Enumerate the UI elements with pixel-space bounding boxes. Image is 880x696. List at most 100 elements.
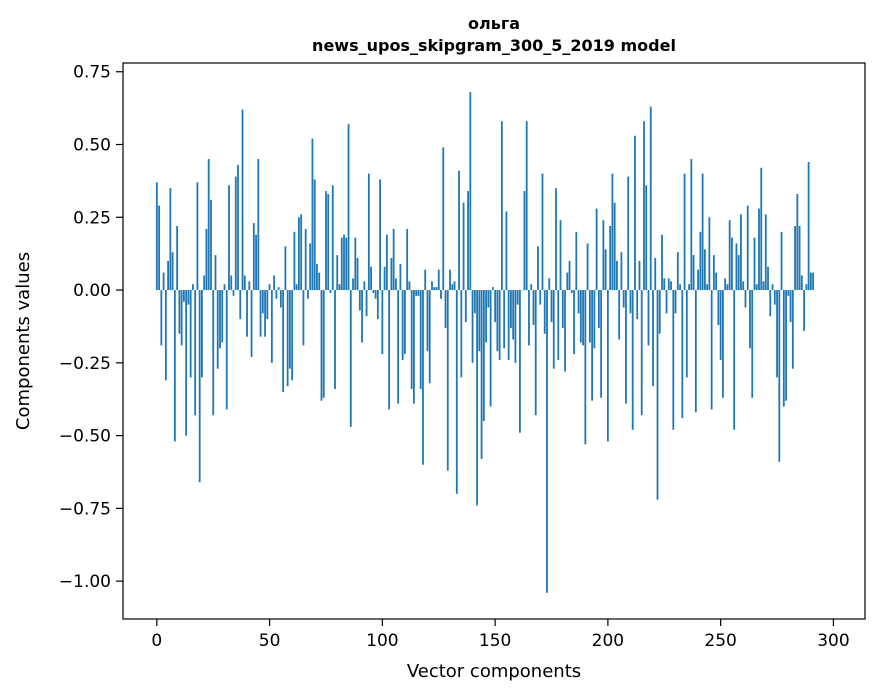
bar-158: [512, 290, 515, 340]
bar-167: [532, 290, 535, 325]
bar-10: [178, 290, 181, 334]
y-tick-label-7: 0.75: [73, 63, 111, 83]
bar-284: [796, 193, 799, 291]
bar-275: [776, 290, 778, 378]
bar-117: [419, 290, 422, 390]
bar-130: [449, 269, 451, 291]
bar-75: [325, 191, 327, 291]
bar-215: [640, 290, 643, 416]
bar-8: [173, 290, 176, 442]
bar-140: [471, 290, 474, 363]
bar-108: [399, 263, 402, 291]
y-tick-label-6: 0.50: [73, 136, 111, 156]
bar-278: [782, 290, 785, 407]
bar-226: [665, 290, 668, 314]
bar-191: [586, 243, 589, 291]
bar-232: [679, 284, 681, 291]
bar-62: [295, 284, 298, 291]
bar-31: [225, 290, 228, 410]
bar-149: [491, 287, 494, 291]
bar-4: [164, 290, 167, 381]
bar-193: [591, 290, 593, 401]
y-axis-title: Components values: [13, 252, 34, 430]
bar-174: [548, 278, 551, 291]
bar-55: [279, 290, 282, 308]
bar-144: [480, 290, 483, 459]
bar-82: [340, 237, 343, 291]
bar-136: [462, 202, 465, 291]
bar-223: [658, 290, 661, 334]
bar-194: [593, 290, 596, 349]
bar-35: [234, 176, 237, 291]
bar-119: [424, 269, 427, 291]
bar-27: [216, 290, 219, 369]
bar-106: [394, 278, 397, 291]
bar-59: [288, 290, 291, 369]
bar-73: [320, 290, 323, 401]
bar-287: [803, 290, 805, 331]
bar-57: [284, 246, 287, 291]
bar-126: [440, 290, 442, 299]
bar-166: [530, 284, 533, 291]
bar-283: [794, 226, 796, 291]
bar-124: [435, 287, 438, 291]
bar-273: [771, 284, 774, 291]
bar-103: [388, 290, 391, 410]
bar-148: [489, 290, 492, 407]
y-tick-label-4: 0.00: [73, 281, 111, 301]
bar-56: [282, 290, 285, 392]
bar-125: [437, 269, 440, 291]
bar-181: [564, 290, 566, 372]
bar-212: [634, 135, 636, 291]
bar-65: [302, 290, 305, 346]
y-axis-ticks: −1.00 −0.75 −0.50 −0.25 0.00 0.25 0.50 0.75: [59, 63, 123, 592]
bar-177: [555, 188, 557, 291]
bar-96: [372, 290, 375, 293]
bar-17: [194, 290, 197, 416]
bar-104: [390, 258, 393, 291]
bar-137: [464, 290, 467, 323]
bar-99: [379, 179, 381, 291]
bar-83: [343, 234, 345, 291]
bar-153: [500, 121, 503, 291]
bar-18: [196, 182, 199, 291]
bar-88: [354, 237, 357, 291]
bar-132: [453, 281, 456, 291]
bar-259: [740, 214, 742, 291]
bar-114: [413, 290, 415, 404]
bar-274: [773, 290, 776, 305]
bar-228: [670, 281, 672, 291]
bar-30: [223, 284, 226, 291]
bar-208: [625, 290, 627, 404]
bar-171: [541, 173, 544, 291]
bar-92: [363, 281, 366, 291]
bar-118: [422, 290, 424, 465]
bar-184: [570, 290, 573, 293]
bar-90: [358, 290, 361, 311]
bar-141: [473, 290, 476, 314]
bar-84: [345, 237, 348, 291]
bar-175: [550, 290, 553, 323]
bar-236: [688, 284, 690, 291]
bar-134: [458, 170, 460, 291]
bar-11: [180, 290, 183, 346]
bar-89: [356, 258, 359, 291]
bar-51: [270, 290, 273, 363]
bar-107: [397, 290, 400, 404]
bar-224: [661, 234, 663, 291]
bar-46: [259, 290, 262, 337]
bar-48: [264, 290, 266, 337]
bar-120: [426, 290, 429, 352]
bar-247: [712, 255, 715, 291]
bar-217: [645, 185, 648, 291]
bar-201: [609, 226, 612, 291]
bar-150: [494, 290, 497, 323]
bar-207: [622, 290, 625, 308]
bar-190: [584, 290, 587, 445]
bar-161: [519, 290, 521, 433]
bar-85: [347, 124, 350, 291]
bar-5: [167, 260, 169, 291]
bar-218: [647, 290, 650, 346]
bar-86: [349, 290, 352, 427]
bar-173: [546, 290, 548, 593]
